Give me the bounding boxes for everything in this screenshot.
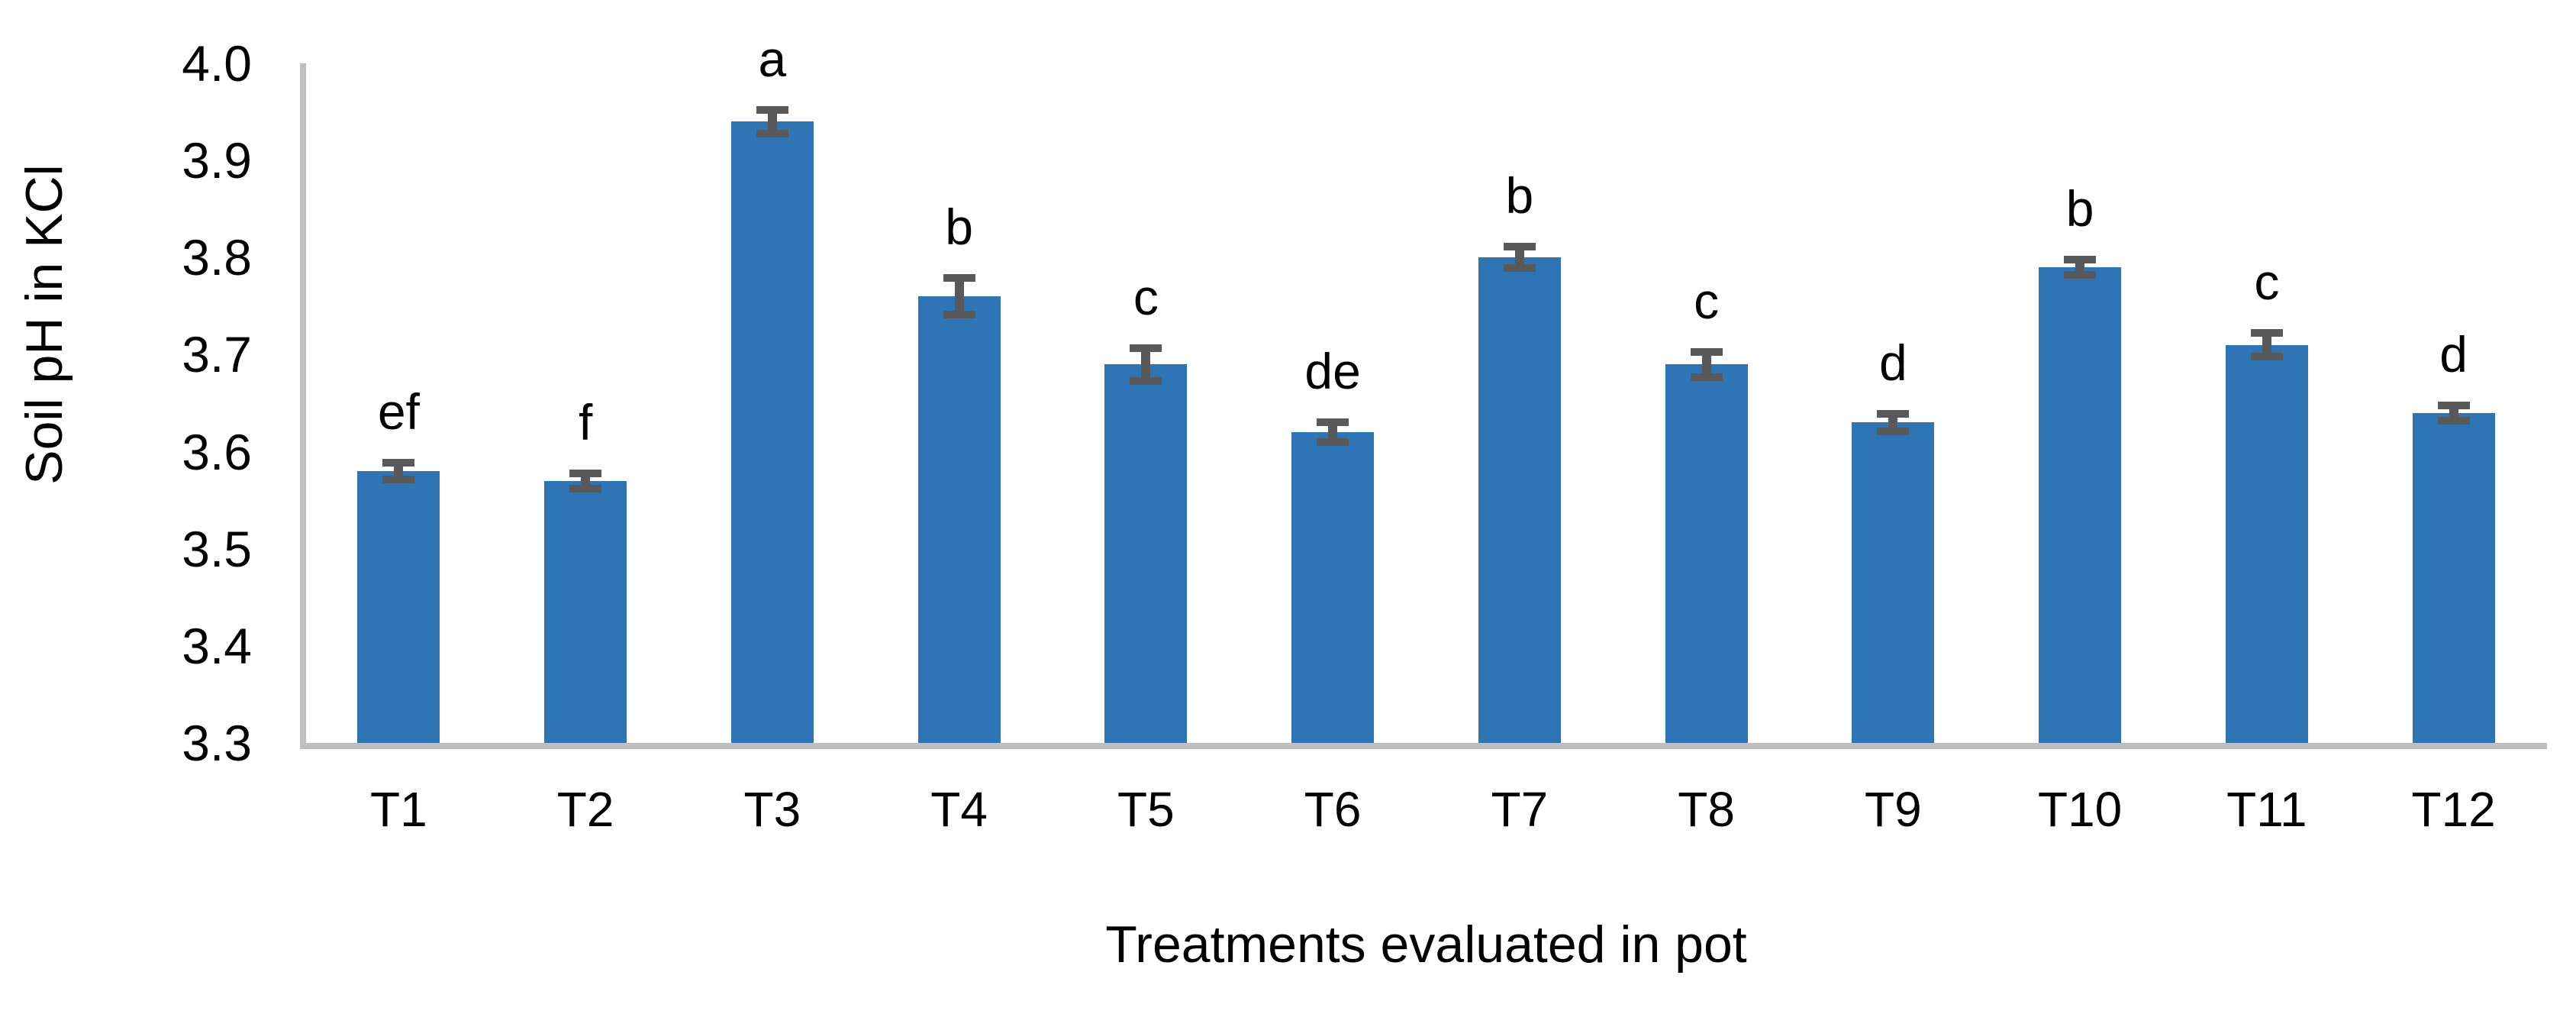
error-bar-stem-T8 bbox=[1701, 351, 1711, 377]
bar-T9 bbox=[1852, 422, 1935, 743]
bar-T8 bbox=[1665, 364, 1748, 743]
y-tick-label-3.3: 3.3 bbox=[182, 715, 252, 771]
x-tick-label-T3: T3 bbox=[743, 782, 801, 837]
error-bar-bottom-cap-T3 bbox=[756, 129, 788, 137]
error-bar-top-cap-T6 bbox=[1317, 418, 1349, 427]
error-bar-stem-T7 bbox=[1514, 247, 1524, 269]
x-tick-label-T4: T4 bbox=[930, 782, 988, 837]
x-tick-label-T7: T7 bbox=[1491, 782, 1549, 837]
error-bar-top-cap-T2 bbox=[569, 469, 602, 477]
error-bar-top-cap-T10 bbox=[2064, 255, 2097, 263]
bar-T2 bbox=[544, 480, 627, 743]
error-bar-top-cap-T9 bbox=[1877, 409, 1910, 418]
x-axis-title: Treatments evaluated in pot bbox=[1105, 916, 1747, 974]
error-bar-top-cap-T5 bbox=[1130, 344, 1162, 352]
x-tick-label-T9: T9 bbox=[1865, 782, 1922, 837]
significance-letter-T8: c bbox=[1694, 272, 1720, 329]
x-tick-label-T2: T2 bbox=[556, 782, 614, 837]
significance-letter-T7: b bbox=[1505, 167, 1534, 224]
y-tick-label-3.4: 3.4 bbox=[182, 617, 252, 674]
error-bar-bottom-cap-T10 bbox=[2064, 271, 2097, 279]
error-bar-top-cap-T8 bbox=[1690, 347, 1723, 356]
error-bar-top-cap-T1 bbox=[382, 458, 415, 467]
error-bar-bottom-cap-T6 bbox=[1317, 438, 1349, 446]
error-bar-stem-T5 bbox=[1141, 347, 1151, 381]
error-bar-bottom-cap-T11 bbox=[2250, 352, 2283, 360]
bar-T12 bbox=[2412, 412, 2495, 743]
x-tick-label-T6: T6 bbox=[1304, 782, 1362, 837]
error-bar-stem-T3 bbox=[767, 110, 777, 134]
y-axis-title: Soil pH in KCl bbox=[15, 164, 73, 485]
y-tick-label-4.0: 4.0 bbox=[182, 35, 252, 92]
error-bar-stem-T10 bbox=[2075, 259, 2085, 276]
error-bar-top-cap-T7 bbox=[1503, 243, 1536, 251]
error-bar-stem-T1 bbox=[394, 462, 404, 480]
error-bar-stem-T12 bbox=[2449, 405, 2458, 421]
significance-letter-T9: d bbox=[1879, 334, 1907, 391]
y-tick-label-3.6: 3.6 bbox=[182, 423, 252, 480]
bar-T4 bbox=[917, 296, 1001, 743]
error-bar-stem-T2 bbox=[581, 473, 591, 489]
y-tick-label-3.9: 3.9 bbox=[182, 132, 252, 189]
x-tick-label-T1: T1 bbox=[370, 782, 427, 837]
plot-area: 4.0 3.9 3.8 3.7 3.6 3.5 3.4 3.3 ef T1 f T2 a T3 b T4 c T5… bbox=[182, 31, 2547, 836]
significance-letter-T2: f bbox=[578, 393, 593, 450]
bar-T3 bbox=[730, 121, 814, 743]
significance-letter-T10: b bbox=[2065, 179, 2094, 237]
bar-T11 bbox=[2225, 344, 2308, 743]
y-tick-label-3.8: 3.8 bbox=[182, 229, 252, 286]
error-bar-bottom-cap-T2 bbox=[569, 484, 602, 492]
error-bar-bottom-cap-T1 bbox=[382, 476, 415, 484]
error-bar-top-cap-T4 bbox=[943, 273, 975, 282]
bar-T1 bbox=[357, 471, 440, 743]
x-tick-label-T12: T12 bbox=[2411, 782, 2496, 837]
error-bar-stem-T11 bbox=[2262, 333, 2271, 357]
bar-T6 bbox=[1291, 432, 1375, 743]
significance-letter-T1: ef bbox=[377, 383, 420, 440]
y-axis-line bbox=[300, 63, 306, 749]
error-bar-stem-T6 bbox=[1328, 422, 1338, 442]
significance-letter-T11: c bbox=[2254, 253, 2280, 311]
error-bar-bottom-cap-T5 bbox=[1130, 376, 1162, 385]
error-bar-top-cap-T12 bbox=[2437, 401, 2470, 409]
significance-letter-T12: d bbox=[2439, 325, 2468, 383]
x-tick-label-T10: T10 bbox=[2037, 782, 2123, 837]
error-bar-top-cap-T11 bbox=[2250, 329, 2283, 337]
y-tick-label-3.7: 3.7 bbox=[182, 326, 252, 383]
significance-letter-T6: de bbox=[1304, 343, 1361, 400]
x-tick-label-T11: T11 bbox=[2226, 782, 2307, 837]
significance-letter-T4: b bbox=[945, 198, 973, 255]
bar-T5 bbox=[1104, 364, 1188, 743]
error-bar-bottom-cap-T12 bbox=[2437, 416, 2470, 425]
x-axis-line bbox=[300, 743, 2547, 749]
significance-letter-T5: c bbox=[1133, 268, 1159, 325]
error-bar-stem-T9 bbox=[1888, 413, 1898, 431]
x-tick-label-T8: T8 bbox=[1678, 782, 1735, 837]
error-bar-stem-T4 bbox=[954, 277, 964, 315]
error-bar-bottom-cap-T4 bbox=[943, 311, 975, 319]
error-bar-top-cap-T3 bbox=[756, 106, 788, 115]
bar-T10 bbox=[2039, 267, 2122, 743]
error-bar-bottom-cap-T7 bbox=[1503, 264, 1536, 273]
significance-letter-T3: a bbox=[758, 31, 787, 88]
x-tick-label-T5: T5 bbox=[1117, 782, 1175, 837]
y-tick-label-3.5: 3.5 bbox=[182, 520, 252, 577]
error-bar-bottom-cap-T8 bbox=[1690, 373, 1723, 381]
error-bar-bottom-cap-T9 bbox=[1877, 427, 1910, 435]
bar-T7 bbox=[1478, 257, 1561, 743]
